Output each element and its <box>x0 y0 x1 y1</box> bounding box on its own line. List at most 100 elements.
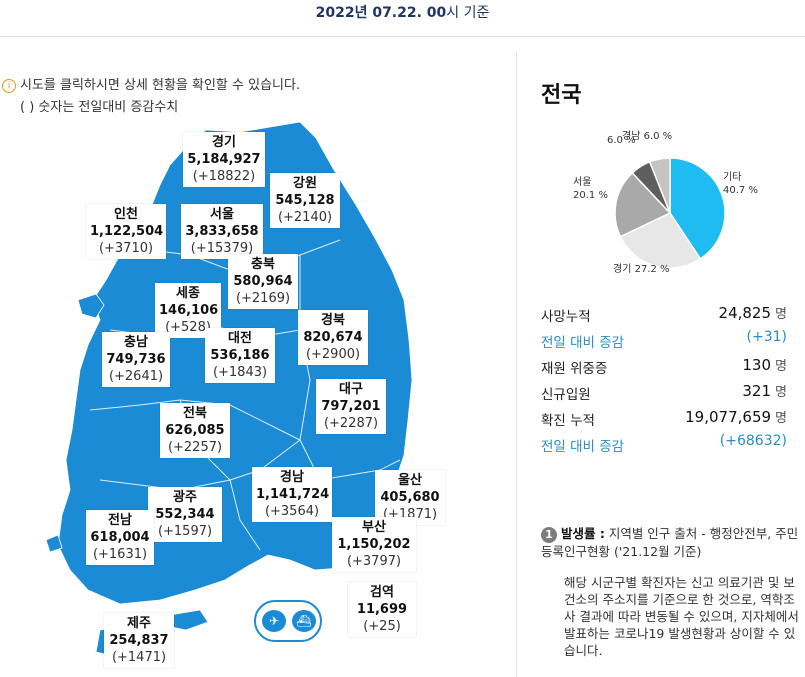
region-count: 797,201 <box>321 399 381 414</box>
region-name: 전남 <box>108 513 132 528</box>
footnote-source: 지역별 인구 출처 - 행정안전부, 주민등록인구현황 ('21.12월 기준) <box>541 526 799 559</box>
region-pie-chart <box>614 157 726 269</box>
region-increase: (+1631) <box>92 547 148 562</box>
region-increase: (+1471) <box>111 650 167 665</box>
ship-icon: ⛴ <box>292 610 316 632</box>
stat-label: 전일 대비 증감 <box>541 439 625 455</box>
region-increase: (+2641) <box>108 369 164 384</box>
region-name: 경기 <box>212 135 236 150</box>
panel-title: 전국 <box>541 83 582 108</box>
region-increase: (+2257) <box>167 440 223 455</box>
stat-label: 사망누적 <box>541 309 591 325</box>
airplane-icon: ✈ <box>262 610 286 632</box>
stat-value: 24,825 명 <box>718 304 787 322</box>
island-shape <box>77 293 105 319</box>
region-jeju[interactable]: 제주 254,837 (+1471) <box>104 613 174 668</box>
pie-label-seoul: 서울 20.1 % <box>573 177 608 201</box>
stat-row: 전일 대비 증감 (+31) <box>541 326 791 352</box>
region-name: 부산 <box>362 520 386 535</box>
region-chungnam[interactable]: 충남 749,736 (+2641) <box>102 332 170 387</box>
region-name: 경남 <box>280 470 304 485</box>
footnote-disclaimer: 해당 시군구별 확진자는 신고 의료기관 및 보건소의 주소지를 기준으로 한 … <box>564 575 799 658</box>
stat-value: 321 명 <box>742 382 787 400</box>
region-increase: (+3797) <box>346 554 402 569</box>
region-increase: (+528) <box>165 320 211 335</box>
region-increase: (+25) <box>363 619 401 634</box>
region-gyeonggi[interactable]: 경기 5,184,927 (+18822) <box>183 132 265 187</box>
region-name: 인천 <box>114 207 138 222</box>
region-quarantine[interactable]: 검역 11,699 (+25) <box>348 582 416 637</box>
region-count: 1,150,202 <box>337 537 411 552</box>
region-name: 충북 <box>251 257 275 272</box>
footnote-number-badge: 1 <box>541 527 557 543</box>
region-daegu[interactable]: 대구 797,201 (+2287) <box>316 379 386 434</box>
date-bold: 2022년 07.22. 00 <box>315 5 447 21</box>
region-count: 580,964 <box>233 274 293 289</box>
region-gyeongnam[interactable]: 경남 1,141,724 (+3564) <box>252 467 332 522</box>
region-name: 전북 <box>183 406 207 421</box>
region-name: 검역 <box>370 585 394 600</box>
region-name: 경북 <box>321 313 345 328</box>
stat-value: 130 명 <box>742 356 787 374</box>
region-ulsan[interactable]: 울산 405,680 (+1871) <box>375 470 445 525</box>
region-seoul[interactable]: 서울 3,833,658 (+15379) <box>181 204 263 259</box>
map-notice: i 시도를 클릭하시면 상세 현황을 확인할 수 있습니다. ( ) 숫자는 전일… <box>2 75 300 119</box>
region-jeonbuk[interactable]: 전북 626,085 (+2257) <box>160 403 230 458</box>
region-count: 5,184,927 <box>187 152 261 167</box>
pie-label-small: 6.0 % <box>607 135 636 146</box>
pie-label-etc: 기타 40.7 % <box>723 172 758 196</box>
region-busan[interactable]: 부산 1,150,202 (+3797) <box>332 517 416 572</box>
region-count: 820,674 <box>303 330 363 345</box>
footnote-heading: 발생률 : <box>561 526 605 541</box>
pie-slice-2 <box>614 171 672 238</box>
region-increase: (+3710) <box>98 241 154 256</box>
stats-table: 사망누적 24,825 명 전일 대비 증감 (+31) 재원 위중증 130 명 신규입… <box>541 300 791 456</box>
region-name: 서울 <box>210 207 234 222</box>
stat-label: 전일 대비 증감 <box>541 335 625 351</box>
region-daejeon[interactable]: 대전 536,186 (+1843) <box>205 328 275 383</box>
region-name: 광주 <box>173 490 197 505</box>
region-gwangju[interactable]: 광주 552,344 (+1597) <box>148 487 222 542</box>
pie-slice-4 <box>648 157 671 214</box>
region-name: 울산 <box>398 473 422 488</box>
notice-text: 시도를 클릭하시면 상세 현황을 확인할 수 있습니다. <box>20 78 301 93</box>
region-increase: (+1597) <box>157 524 213 539</box>
region-increase: (+15379) <box>190 241 254 256</box>
region-increase: (+18822) <box>192 169 256 184</box>
stat-label: 확진 누적 <box>541 413 595 429</box>
stat-row: 사망누적 24,825 명 <box>541 300 791 326</box>
stat-value: (+68632) <box>719 433 787 449</box>
region-gangwon[interactable]: 강원 545,128 (+2140) <box>270 173 340 228</box>
region-chungbuk[interactable]: 충북 580,964 (+2169) <box>228 254 298 309</box>
region-count: 626,085 <box>165 423 225 438</box>
region-count: 11,699 <box>356 602 408 617</box>
region-count: 3,833,658 <box>185 224 259 239</box>
region-increase: (+1843) <box>212 365 268 380</box>
region-incheon[interactable]: 인천 1,122,504 (+3710) <box>86 204 166 259</box>
region-gyeongbuk[interactable]: 경북 820,674 (+2900) <box>298 310 368 365</box>
region-name: 대전 <box>228 331 252 346</box>
region-count: 545,128 <box>275 193 335 208</box>
region-increase: (+2900) <box>305 347 361 362</box>
notice-subtext: ( ) 숫자는 전일대비 증감수치 <box>20 100 179 115</box>
quarantine-transport[interactable]: ✈ ⛴ <box>254 600 322 642</box>
footnote: 1 발생률 : 지역별 인구 출처 - 행정안전부, 주민등록인구현황 ('21.… <box>541 525 801 560</box>
region-name: 제주 <box>127 616 151 631</box>
region-count: 1,141,724 <box>256 487 330 502</box>
stat-row: 전일 대비 증감 (+68632) <box>541 430 791 456</box>
region-increase: (+3564) <box>264 504 320 519</box>
stat-row: 확진 누적 19,077,659 명 <box>541 404 791 430</box>
region-name: 강원 <box>293 176 317 191</box>
top-bar: 2022년 07.22. 00시 기준 <box>0 0 805 37</box>
stat-label: 재원 위중증 <box>541 361 608 377</box>
region-jeonnam[interactable]: 전남 618,004 (+1631) <box>86 510 154 565</box>
island-shape <box>45 534 63 553</box>
stat-value: 19,077,659 명 <box>685 408 787 426</box>
pie-label-gyeongnam: 경남 6.0 % <box>622 131 673 142</box>
region-count: 618,004 <box>90 530 150 545</box>
region-count: 146,106 <box>159 303 219 318</box>
stat-value: (+31) <box>746 329 787 345</box>
region-increase: (+2169) <box>235 291 291 306</box>
region-name: 충남 <box>124 335 148 350</box>
info-icon: i <box>2 79 16 93</box>
